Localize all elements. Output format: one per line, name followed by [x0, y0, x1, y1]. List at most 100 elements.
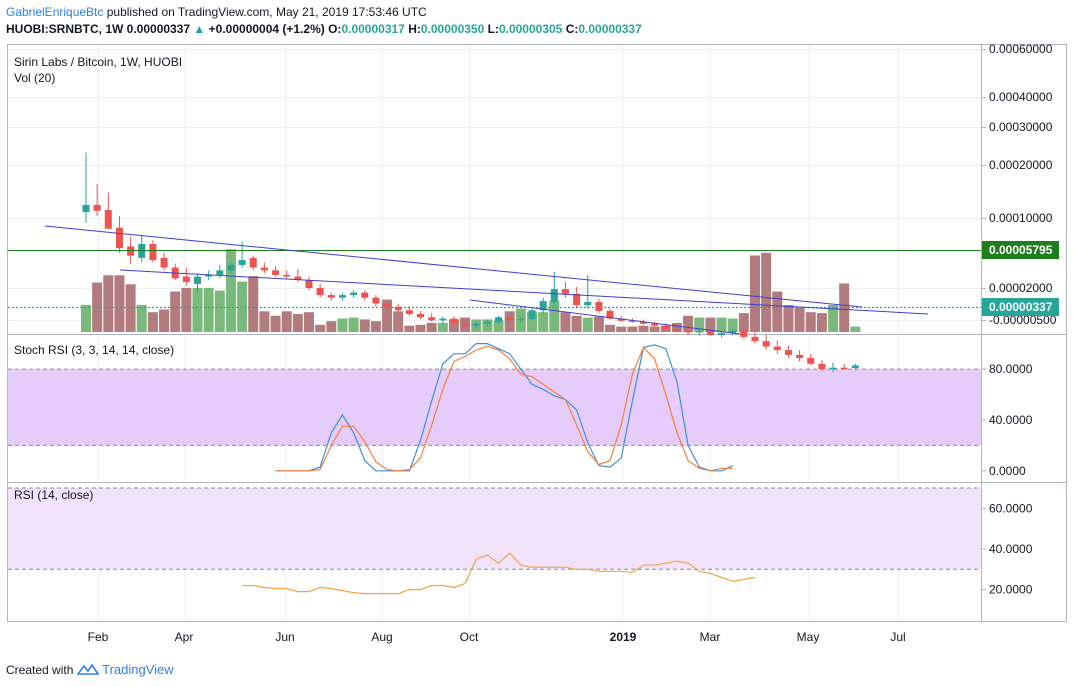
candle-body — [428, 317, 436, 321]
candle-body — [528, 310, 536, 320]
candle-body — [684, 330, 692, 333]
candle-body — [539, 301, 547, 311]
volume-bar — [571, 315, 582, 332]
candle-body — [751, 336, 759, 342]
volume-bar — [415, 324, 426, 332]
upper-trend-line — [44, 225, 863, 308]
candle-body — [506, 317, 514, 320]
volume-bar — [225, 249, 236, 332]
x-tick-label: May — [797, 630, 820, 644]
volume-bar — [136, 305, 147, 332]
volume-bar — [404, 325, 415, 332]
rsi-band — [8, 488, 981, 570]
candle-body — [706, 331, 714, 335]
last-price: 0.00000337 — [126, 22, 191, 36]
high-label: H: — [408, 22, 421, 36]
stoch-rsi-y-tick-label: 40.0000 — [989, 413, 1033, 427]
volume-bar — [638, 325, 649, 332]
volume-bar — [816, 313, 827, 332]
author-link[interactable]: GabrielEnriqueBtc — [6, 5, 104, 19]
candle-body — [115, 227, 123, 249]
candle-body — [628, 320, 636, 322]
volume-bar — [593, 316, 604, 332]
rsi-y-tick-label: 60.0000 — [989, 501, 1033, 515]
stoch-rsi-y-tick-label: 0.0000 — [989, 464, 1026, 478]
tradingview-brand[interactable]: TradingView — [102, 662, 174, 677]
volume-bar — [382, 299, 393, 332]
candle-body — [851, 365, 859, 369]
volume-bar — [103, 275, 114, 332]
channel-bottom-line — [469, 299, 741, 335]
candle-body — [718, 333, 726, 335]
candle-body — [227, 264, 235, 271]
candle-body — [796, 354, 804, 358]
candle-body — [729, 330, 737, 334]
volume-bar — [750, 255, 760, 332]
volume-bar — [304, 312, 314, 332]
volume-bar — [281, 311, 292, 332]
volume-bar — [348, 317, 359, 332]
volume-bar — [270, 315, 281, 332]
candle-body — [417, 314, 424, 318]
candle-body — [405, 310, 413, 315]
main-title: Sirin Labs / Bitcoin, 1W, HUOBI — [14, 55, 182, 69]
candle-body — [338, 295, 346, 298]
open-label: O: — [328, 22, 342, 36]
volume-bar — [203, 287, 214, 332]
stoch-rsi-series-line — [275, 345, 733, 472]
candle-body — [272, 270, 280, 275]
y-tick-label: -0.00000500 — [989, 313, 1057, 327]
volume-bar — [326, 321, 337, 332]
open-value: 0.00000317 — [341, 22, 405, 36]
candle-body — [316, 288, 324, 296]
volume-bar — [370, 321, 381, 332]
stoch-rsi-band — [8, 369, 981, 446]
published-text: published on TradingView.com, May 21, 20… — [106, 5, 427, 19]
rsi-y-tick-label: 20.0000 — [989, 583, 1033, 597]
candle-body — [483, 321, 491, 324]
candle-body — [238, 260, 246, 265]
volume-bar — [114, 275, 125, 332]
volume-bar — [393, 311, 404, 332]
volume-bar — [794, 307, 805, 332]
tradingview-logo-icon[interactable] — [76, 662, 102, 677]
volume-bar — [716, 317, 727, 332]
candle-body — [472, 323, 480, 326]
volume-bar — [315, 324, 326, 332]
volume-bar — [181, 287, 192, 332]
rsi-title: RSI (14, close) — [14, 488, 93, 502]
chart-frame — [7, 44, 1067, 622]
candle-body — [550, 289, 558, 302]
volume-bar — [147, 312, 158, 332]
volume-bar — [850, 326, 861, 332]
candle-body — [784, 350, 792, 355]
candle-body — [662, 325, 670, 329]
candle-body — [194, 276, 201, 284]
volume-bar — [582, 317, 593, 332]
low-value: 0.00000305 — [498, 22, 563, 36]
price-label-text: 0.00000337 — [989, 300, 1053, 314]
price-label-box — [982, 298, 1059, 316]
candle-body — [305, 280, 313, 288]
candle-body — [372, 297, 380, 304]
volume-bar — [705, 317, 716, 332]
volume-bar — [549, 300, 560, 332]
volume-bar — [437, 323, 448, 332]
candle-body — [394, 306, 402, 311]
volume-bar — [649, 326, 660, 332]
candle-body — [695, 331, 703, 333]
volume-bar — [527, 312, 537, 332]
candle-body — [249, 257, 257, 268]
volume-bar — [248, 276, 259, 332]
candle-body — [640, 321, 647, 324]
high-value: 0.00000350 — [420, 22, 485, 36]
candle-body — [182, 276, 190, 282]
volume-bar — [81, 305, 91, 332]
x-tick-label: Jun — [275, 630, 294, 644]
symbol-label: HUOBI:SRNBTC, 1W — [6, 22, 124, 36]
y-tick-label: 0.00002000 — [989, 281, 1053, 295]
volume-bar — [259, 311, 270, 332]
created-with-text: Created with — [6, 663, 74, 677]
price-change: +0.00000004 (+1.2%) — [208, 22, 325, 36]
